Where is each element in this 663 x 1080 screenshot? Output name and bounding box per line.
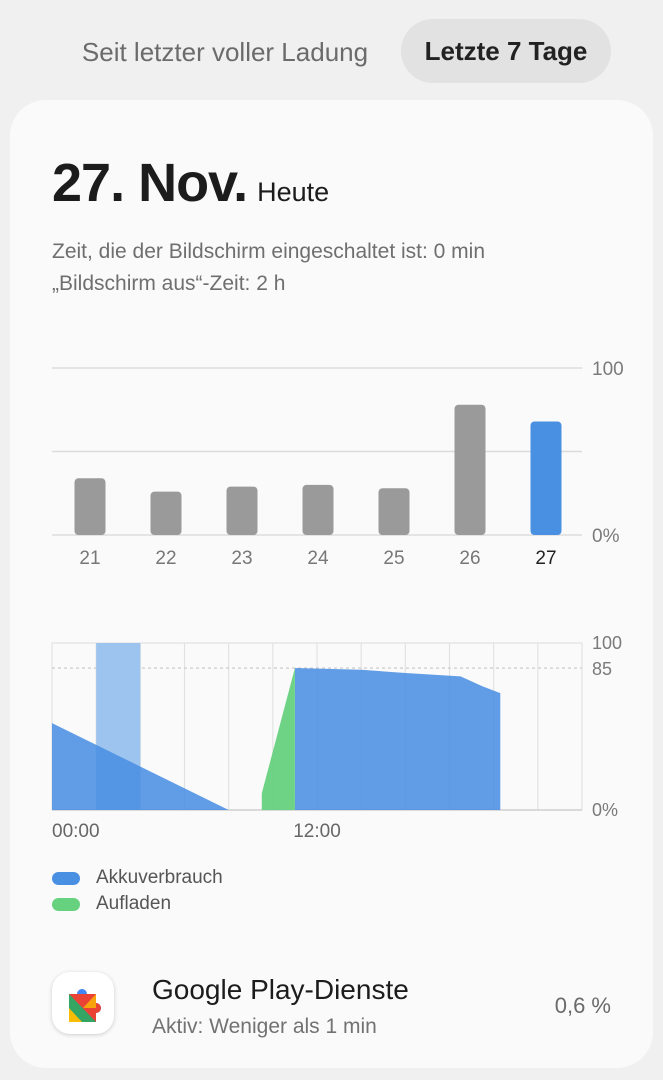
bar-24 [302, 484, 334, 535]
usage-area-0 [52, 723, 229, 810]
legend-charging-label: Aufladen [96, 893, 172, 914]
period-tabs: Seit letzter voller Ladung Letzte 7 Tage [0, 0, 663, 100]
area-y-tick-0: 0% [592, 800, 618, 820]
app-usage-percent: 0,6 % [554, 993, 611, 1018]
bar-x-label-27: 27 [535, 548, 556, 569]
today-label: Heute [257, 177, 330, 207]
bar-x-label-21: 21 [79, 548, 100, 569]
legend-charging: Aufladen [52, 893, 171, 915]
tab-since-full-charge[interactable]: Seit letzter voller Ladung [81, 36, 369, 67]
bar-23 [226, 486, 258, 535]
tab-last-7-days[interactable]: Letzte 7 Tage [401, 19, 611, 83]
google-play-services-icon [52, 972, 114, 1034]
usage-area-1 [294, 668, 501, 810]
daily-usage-bar-chart[interactable]: 100 0% 21 22 23 24 25 26 27 [10, 100, 653, 580]
bar-x-label-25: 25 [383, 548, 404, 569]
screen-off-time: „Bildschirm aus“-Zeit: 2 h [52, 272, 286, 295]
bar-21 [74, 478, 106, 535]
battery-card: 27. Nov. Heute Zeit, die der Bildschirm … [10, 100, 653, 1068]
selected-date: 27. Nov. [52, 153, 248, 213]
app-usage-row[interactable]: Google Play-Dienste Aktiv: Weniger als 1… [10, 960, 653, 1060]
legend-charging-swatch [52, 897, 80, 911]
legend-usage: Akkuverbrauch [52, 867, 223, 889]
area-x-tick-1200: 12:00 [293, 821, 341, 842]
bar-x-label-23: 23 [231, 548, 252, 569]
bar-26 [454, 404, 486, 535]
bar-x-label-24: 24 [307, 548, 329, 569]
bar-x-label-22: 22 [155, 548, 176, 569]
area-y-tick-85: 85 [592, 659, 612, 679]
bar-x-label-26: 26 [459, 548, 480, 569]
app-name: Google Play-Dienste [152, 974, 409, 1005]
legend-usage-swatch [52, 871, 80, 885]
screen-on-time: Zeit, die der Bildschirm eingeschaltet i… [52, 240, 486, 263]
charging-area-0 [261, 668, 295, 810]
bar-25 [378, 488, 410, 535]
legend-usage-label: Akkuverbrauch [96, 867, 223, 888]
battery-level-area-chart: 100 85 0% 00:00 12:00 [51, 633, 622, 842]
date-header: 27. Nov. Heute [52, 152, 329, 214]
area-y-tick-100: 100 [592, 633, 622, 653]
bar-27 [530, 421, 562, 535]
bar-y-tick-top: 100 [592, 359, 624, 380]
app-active-time: Aktiv: Weniger als 1 min [152, 1015, 377, 1038]
area-x-tick-0000: 00:00 [52, 821, 100, 842]
bar-22 [150, 491, 182, 535]
bar-y-tick-bottom: 0% [592, 526, 620, 547]
